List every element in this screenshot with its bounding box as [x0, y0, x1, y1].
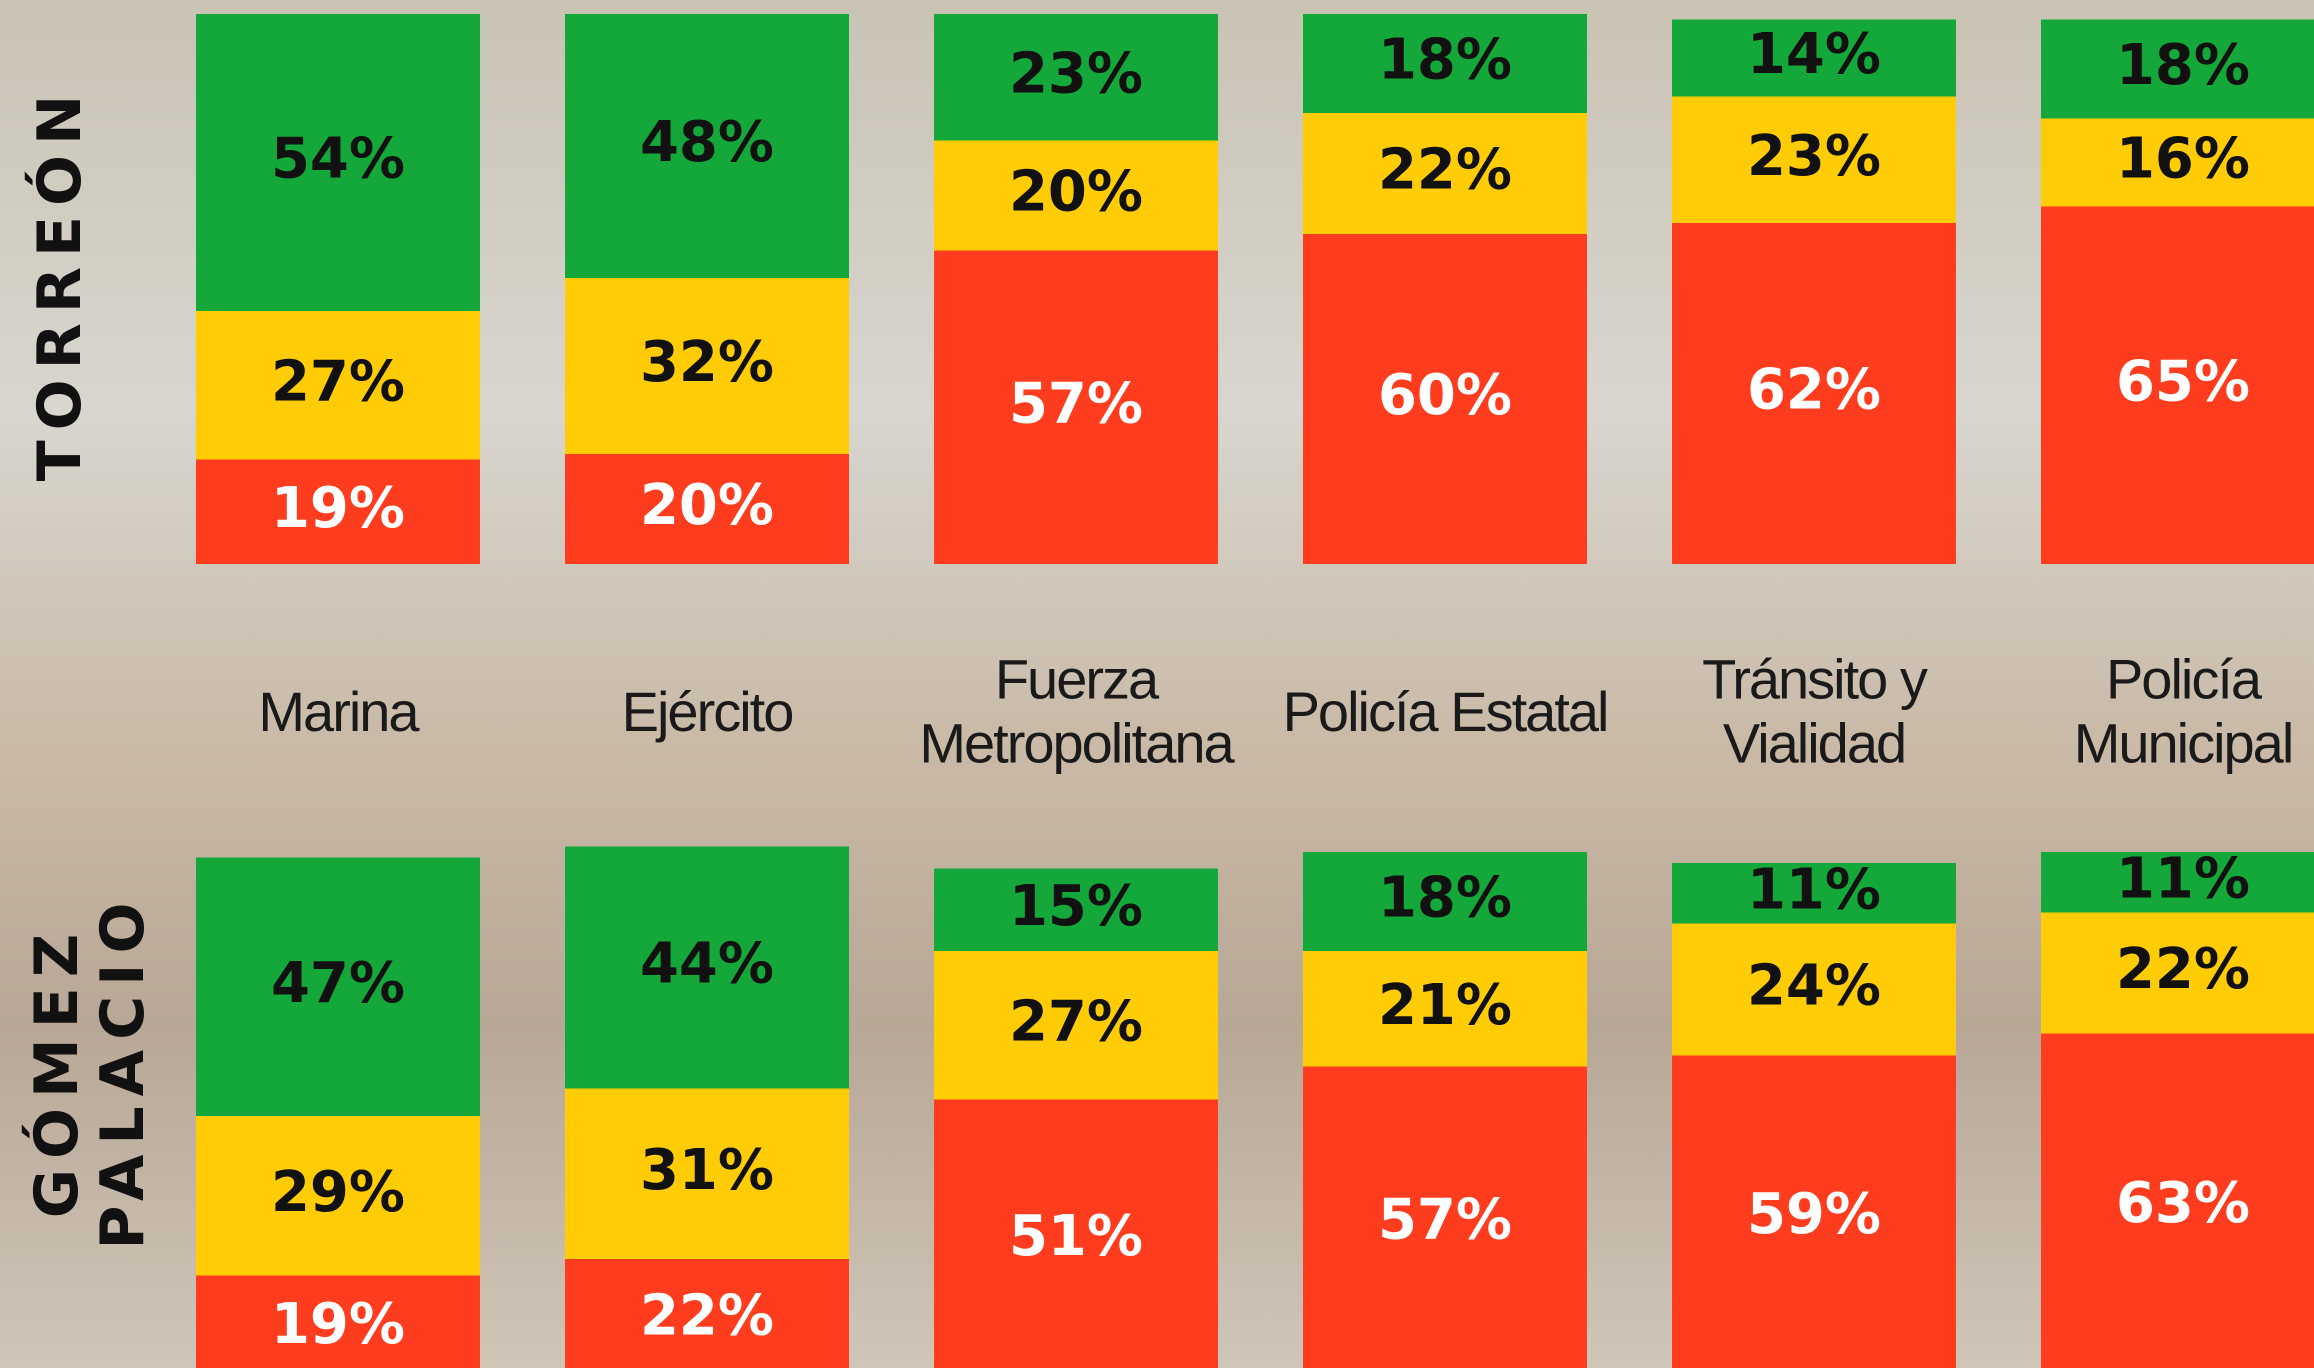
value-label: 22%	[1378, 138, 1512, 203]
category-label: Ejército	[542, 680, 872, 744]
value-label: 31%	[640, 1138, 774, 1203]
value-label: 54%	[271, 127, 405, 192]
value-label: 60%	[1378, 363, 1512, 428]
value-label: 22%	[2116, 937, 2250, 1002]
value-label: 63%	[2116, 1171, 2250, 1236]
page: 19% 27% 54% 20% 32% 48% 57% 20% 23% 60% 22% 18% 62% 2…	[0, 0, 2314, 1368]
value-label: 62%	[1747, 358, 1881, 423]
value-label: 20%	[640, 473, 774, 538]
category-label: Policía Estatal	[1280, 680, 1610, 744]
value-label: 57%	[1009, 371, 1143, 436]
value-label: 19%	[271, 1292, 405, 1357]
value-label: 11%	[1747, 857, 1881, 922]
category-label: Marina	[173, 680, 503, 744]
value-label: 24%	[1747, 954, 1881, 1019]
value-label: 48%	[640, 110, 774, 175]
value-label: 23%	[1009, 41, 1143, 106]
chart-title: GÓMEZ PALACIO	[24, 871, 156, 1271]
value-label: 57%	[1378, 1187, 1512, 1252]
value-label: 27%	[1009, 989, 1143, 1054]
value-label: 20%	[1009, 160, 1143, 225]
value-label: 27%	[271, 349, 405, 414]
value-label: 65%	[2116, 349, 2250, 414]
value-label: 32%	[640, 330, 774, 395]
value-label: 16%	[2116, 127, 2250, 192]
chart-title: TORREÓN	[27, 83, 93, 483]
value-label: 44%	[640, 932, 774, 997]
value-label: 29%	[271, 1160, 405, 1225]
value-label: 23%	[1747, 124, 1881, 189]
value-label: 18%	[2116, 33, 2250, 98]
value-label: 18%	[1378, 28, 1512, 93]
value-label: 51%	[1009, 1204, 1143, 1269]
category-label: Policía Municipal	[2018, 648, 2314, 777]
value-label: 19%	[271, 476, 405, 541]
value-label: 11%	[2116, 846, 2250, 911]
value-label: 22%	[640, 1284, 774, 1349]
value-label: 21%	[1378, 973, 1512, 1038]
value-label: 59%	[1747, 1182, 1881, 1247]
value-label: 15%	[1009, 874, 1143, 939]
category-label: Fuerza Metropolitana	[911, 648, 1241, 777]
value-label: 18%	[1378, 866, 1512, 931]
value-label: 14%	[1747, 22, 1881, 87]
value-label: 47%	[271, 951, 405, 1016]
category-label: Tránsito y Vialidad	[1649, 648, 1979, 777]
